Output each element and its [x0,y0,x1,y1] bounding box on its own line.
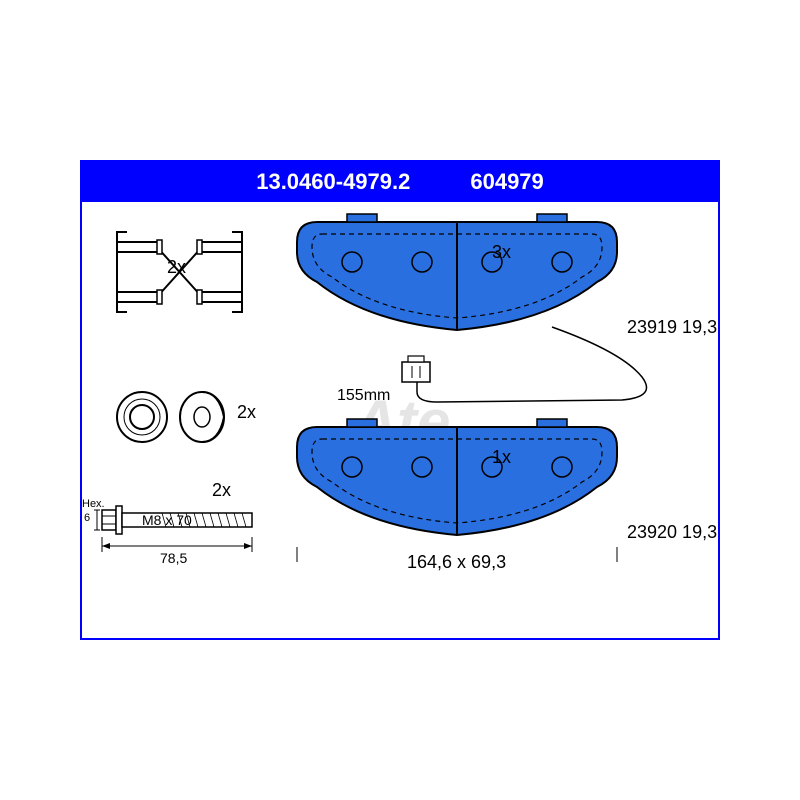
diagram-content: Ate [82,202,718,638]
bolt-qty: 2x [212,480,231,501]
bolt-spec: M8 x 70 [142,512,192,528]
bolt-hex-label: Hex. [82,498,105,510]
pad-top-ref: 23919 19,3 [627,317,717,338]
bolt-hex-size: 6 [84,512,90,524]
part-number: 13.0460-4979.2 [256,169,410,195]
clip-qty: 2x [167,257,186,278]
pad-dimensions: 164,6 x 69,3 [407,552,506,573]
pad-bottom-ref: 23920 19,3 [627,522,717,543]
sensor-length: 155mm [337,387,390,405]
header-bar: 13.0460-4979.2 604979 [82,162,718,202]
secondary-number: 604979 [470,169,543,195]
pad-bottom-qty: 1x [492,447,511,468]
bushings [117,392,224,442]
diagram-frame: 13.0460-4979.2 604979 Ate [80,160,720,640]
bolt-length: 78,5 [160,550,187,566]
pad-top-qty: 3x [492,242,511,263]
brake-pad-bottom [297,419,617,535]
brake-pad-top [297,214,617,330]
bushing-qty: 2x [237,402,256,423]
